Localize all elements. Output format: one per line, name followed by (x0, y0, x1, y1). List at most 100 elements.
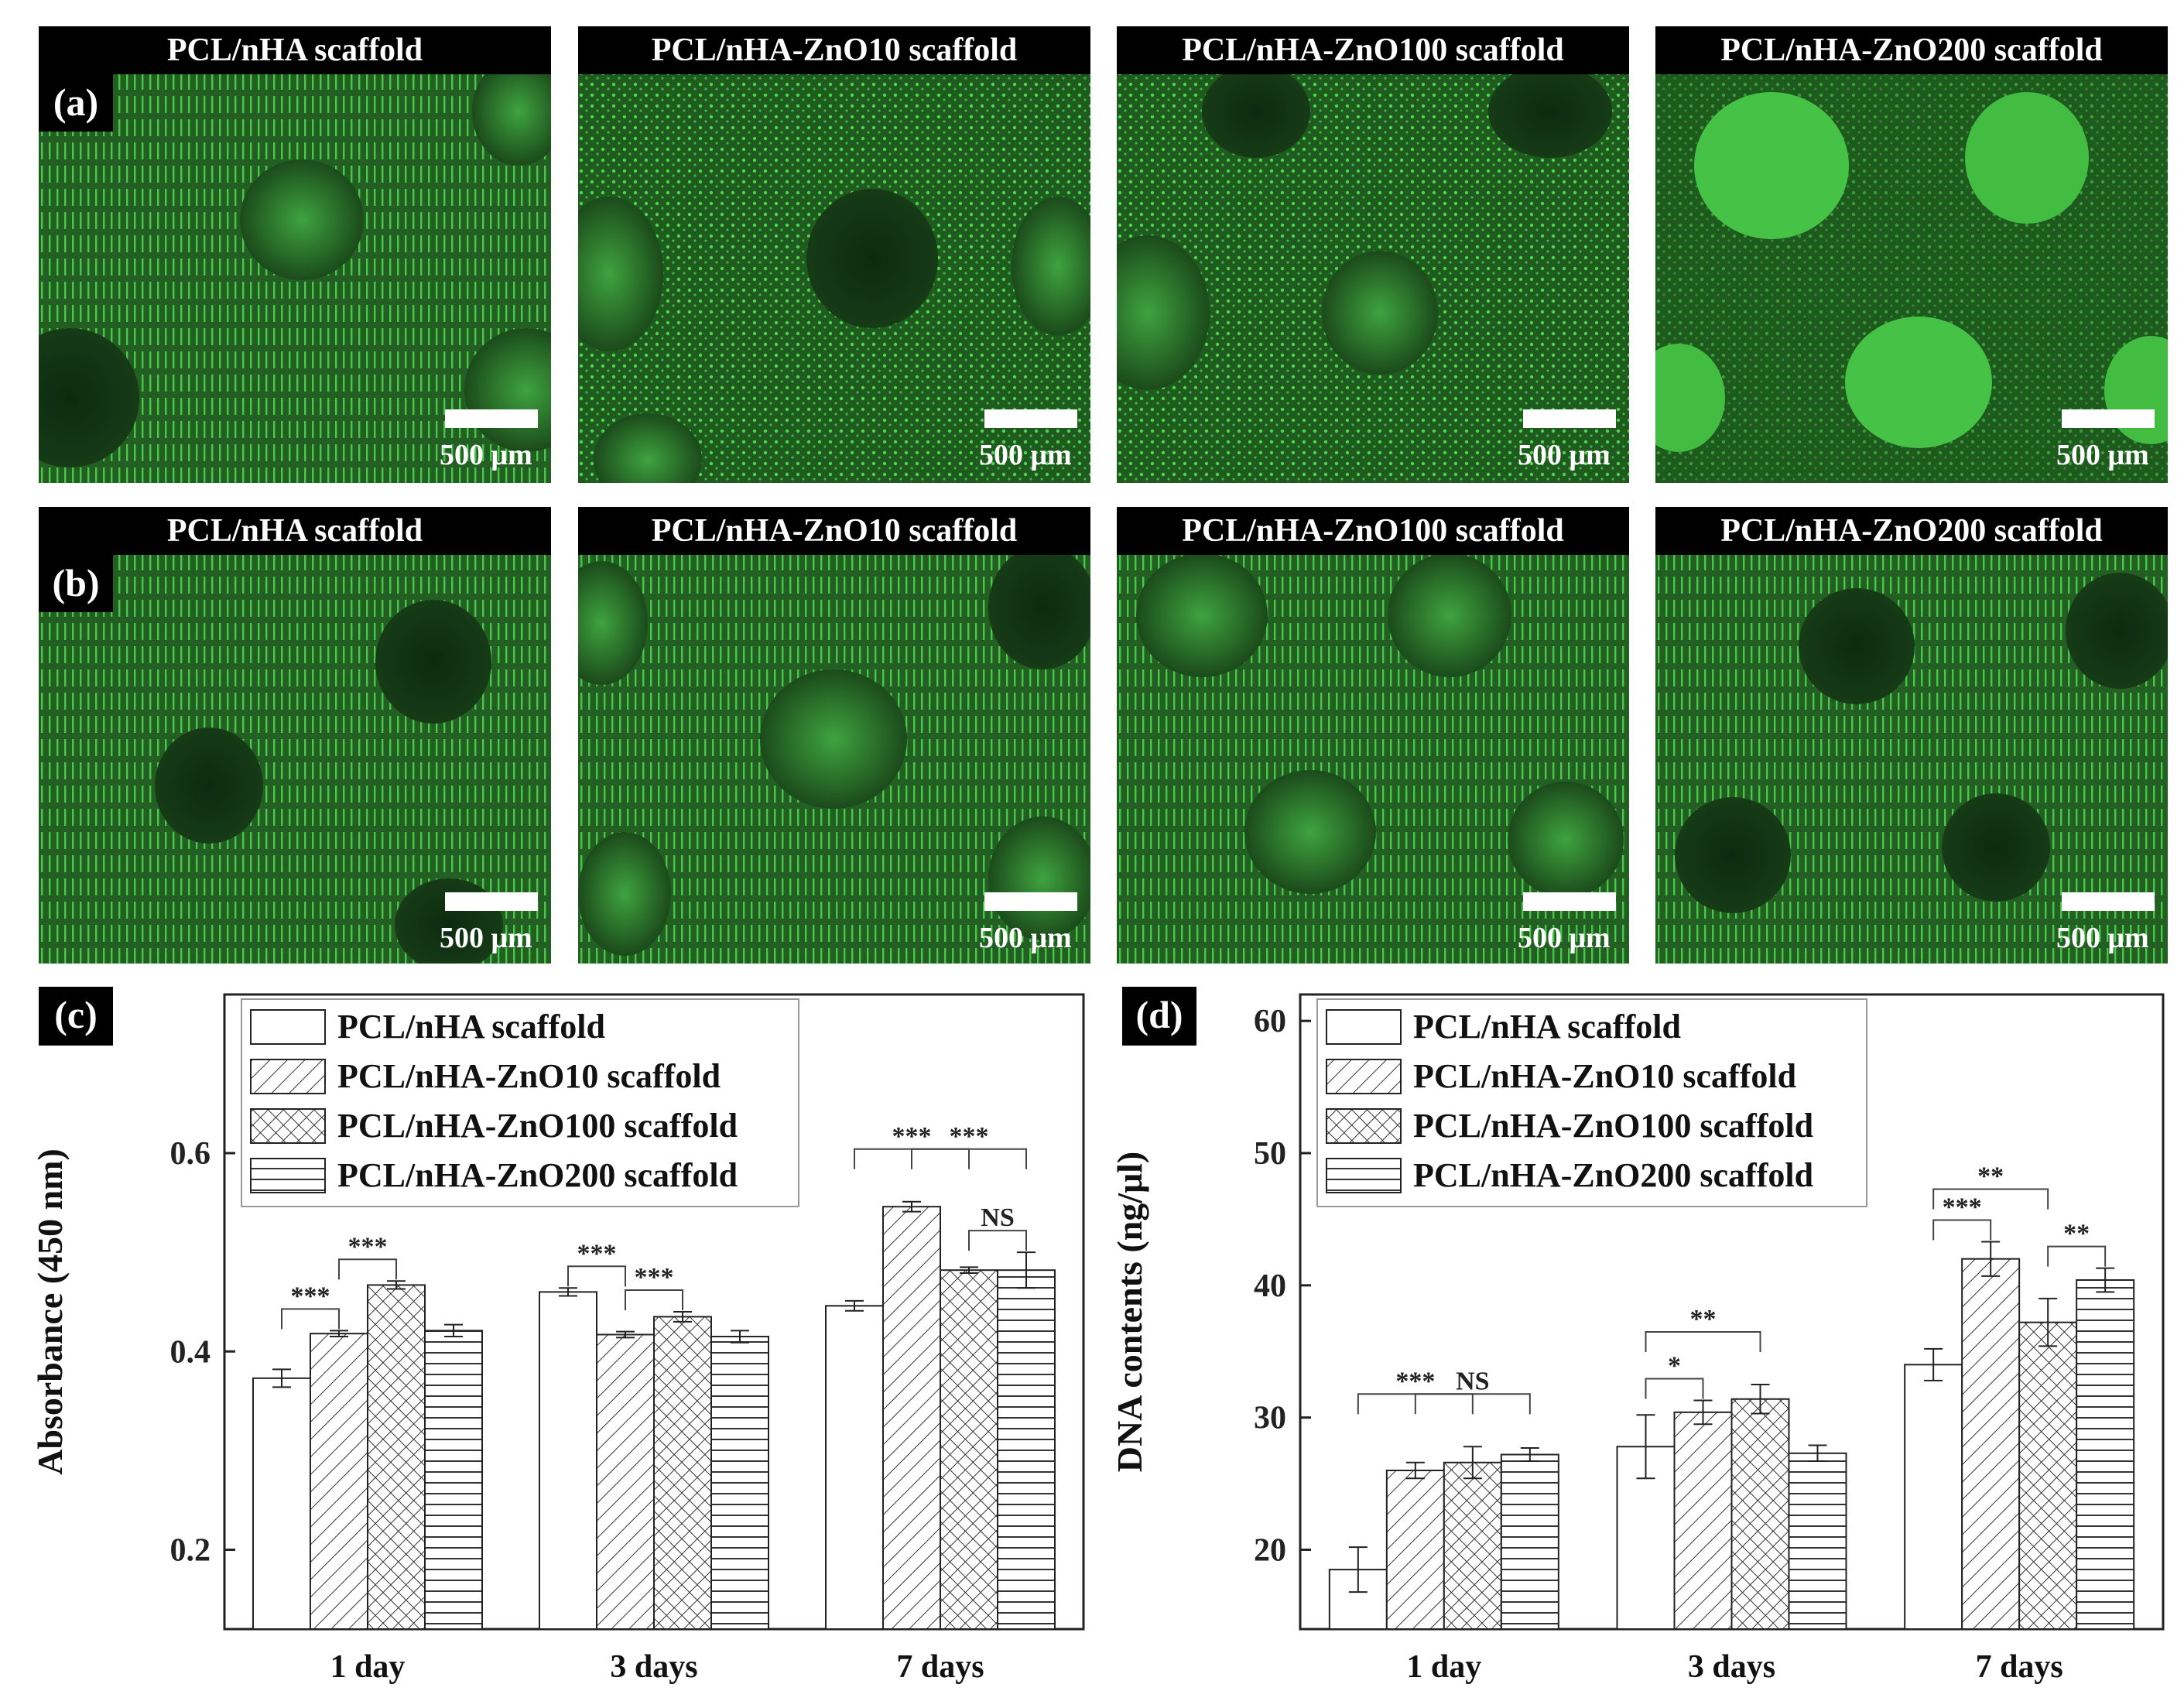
bar (1673, 1411, 1733, 1630)
bar (1730, 1398, 1790, 1630)
legend-swatch (1326, 1059, 1402, 1094)
significance-bracket (338, 1258, 397, 1280)
panel-title: PCL/nHA-ZnO10 scaffold (578, 507, 1090, 555)
legend-label: PCL/nHA-ZnO200 scaffold (337, 1156, 738, 1194)
legend-label: PCL/nHA-ZnO200 scaffold (1413, 1156, 1813, 1194)
significance-label: *** (950, 1122, 989, 1151)
micrograph-a2: PCL/nHA-ZnO10 scaffold 500 μm (578, 26, 1090, 483)
x-tick-label: 3 days (610, 1649, 697, 1685)
legend-swatch (1326, 1108, 1402, 1144)
bar (1500, 1453, 1559, 1630)
y-tick-label: 0.2 (170, 1533, 211, 1569)
bar (2018, 1321, 2078, 1630)
bar (252, 1377, 311, 1630)
significance-label: *** (577, 1239, 617, 1268)
significance-bracket (1932, 1219, 1992, 1241)
legend-swatch (250, 1009, 326, 1045)
legend-swatch (250, 1059, 326, 1094)
panel-letter: (d) (1135, 993, 1183, 1036)
bar (997, 1269, 1056, 1630)
y-tick-label: 40 (1254, 1268, 1286, 1304)
bar (1385, 1470, 1445, 1630)
scale-label: 500 μm (979, 922, 1072, 954)
micrograph-a1: PCL/nHA scaffold 500 μm (39, 26, 551, 483)
micrograph-b2-image (578, 507, 1090, 964)
micrograph-b4-image (1655, 507, 2168, 964)
legend-label: PCL/nHA-ZnO10 scaffold (1413, 1057, 1796, 1095)
panel-title: PCL/nHA-ZnO200 scaffold (1655, 507, 2168, 555)
significance-label: ** (1690, 1305, 1717, 1333)
micrograph-b3: PCL/nHA-ZnO100 scaffold 500 μm (1117, 507, 1629, 964)
scale-bar (1523, 892, 1616, 911)
micrograph-a4: PCL/nHA-ZnO200 scaffold 500 μm (1655, 26, 2168, 483)
scale-bar (1523, 409, 1616, 428)
scale-label: 500 μm (2056, 439, 2149, 471)
significance-label: *** (892, 1122, 932, 1151)
significance-bracket (1414, 1393, 1531, 1415)
scale-bar (984, 409, 1077, 428)
legend-label: PCL/nHA scaffold (1413, 1008, 1681, 1046)
scale-bar (445, 409, 538, 428)
bar (1961, 1258, 2021, 1630)
significance-label: *** (635, 1263, 674, 1292)
significance-label: ** (1977, 1162, 2004, 1190)
scale-label: 500 μm (440, 922, 532, 954)
significance-label: *** (348, 1232, 388, 1261)
significance-label: *** (1395, 1367, 1435, 1395)
scale-label: 500 μm (440, 439, 532, 471)
legend-swatch (250, 1108, 326, 1144)
scale-label: 500 μm (979, 439, 1072, 471)
significance-bracket (281, 1308, 340, 1330)
scale-bar (984, 892, 1077, 911)
y-tick-label: 60 (1254, 1004, 1286, 1039)
panel-title: PCL/nHA-ZnO100 scaffold (1117, 26, 1629, 74)
chart-dna-contents: (d) 20 30 40 50 60 DNA contents (ng/μl) 1 day 3 … (1110, 987, 2165, 1685)
panel-letter-box (39, 987, 113, 1046)
legend-label: PCL/nHA-ZnO100 scaffold (1413, 1107, 1813, 1145)
legend-label: PCL/nHA-ZnO100 scaffold (337, 1107, 738, 1145)
micrograph-b2: PCL/nHA-ZnO10 scaffold 500 μm (578, 507, 1090, 964)
bar (424, 1330, 483, 1630)
panel-title: PCL/nHA-ZnO10 scaffold (578, 26, 1090, 74)
legend-swatch (250, 1158, 326, 1193)
legend-label: PCL/nHA scaffold (337, 1008, 605, 1046)
bar (310, 1333, 368, 1630)
x-tick-label: 1 day (1406, 1649, 1481, 1685)
bar (940, 1269, 998, 1630)
y-tick-label: 0.6 (170, 1136, 211, 1172)
significance-bracket (1645, 1330, 1761, 1352)
significance-bracket (1932, 1188, 2049, 1210)
x-tick-label: 7 days (1976, 1649, 2063, 1685)
panel-letter-a: (a) (39, 73, 113, 132)
micrograph-a3: PCL/nHA-ZnO100 scaffold 500 μm (1117, 26, 1629, 483)
legend-swatch (1326, 1158, 1402, 1193)
significance-label: ** (2063, 1220, 2090, 1248)
legend-label: PCL/nHA-ZnO10 scaffold (337, 1057, 721, 1095)
bar (1443, 1461, 1502, 1630)
significance-bracket (567, 1265, 626, 1287)
scale-label: 500 μm (1518, 922, 1611, 954)
scale-bar (2062, 409, 2155, 428)
bar (825, 1305, 884, 1630)
scale-label: 500 μm (2056, 922, 2149, 954)
scale-label: 500 μm (1518, 439, 1611, 471)
y-axis-label: DNA contents (ng/μl) (1110, 1152, 1149, 1473)
bar (1904, 1364, 1963, 1630)
x-tick-label: 1 day (330, 1649, 406, 1685)
panel-title: PCL/nHA scaffold (39, 26, 551, 74)
significance-bracket (2047, 1245, 2107, 1267)
micrograph-a1-image (39, 26, 551, 483)
panel-title: PCL/nHA-ZnO100 scaffold (1117, 507, 1629, 555)
chart-absorbance: (c) 0.2 0.4 0.6 Absorbance (450 nm) 1 day 3 da… (30, 987, 1085, 1685)
significance-bracket (968, 1230, 1027, 1251)
y-tick-label: 50 (1254, 1136, 1286, 1172)
y-axis-label: Absorbance (450 nm) (30, 1148, 70, 1475)
bar (710, 1336, 769, 1630)
micrograph-a3-image (1117, 26, 1629, 483)
micrograph-a2-image (578, 26, 1090, 483)
significance-label: *** (291, 1282, 330, 1310)
scale-bar (2062, 892, 2155, 911)
y-tick-label: 30 (1254, 1401, 1286, 1436)
bar (882, 1206, 941, 1630)
scale-bar (445, 892, 538, 911)
